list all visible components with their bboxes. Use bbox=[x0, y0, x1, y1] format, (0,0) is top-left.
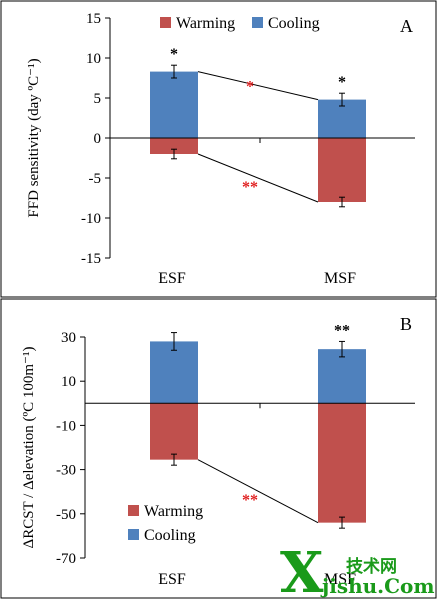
y-tick-label: -70 bbox=[56, 551, 76, 567]
y-tick-label: -50 bbox=[56, 507, 76, 523]
y-tick-label: 10 bbox=[61, 374, 76, 390]
y-axis-label: ΔRCST / Δelevation (ºC 100m⁻¹) bbox=[21, 347, 37, 549]
legend-label-cooling: Cooling bbox=[144, 527, 196, 544]
category-label: MSF bbox=[324, 571, 356, 588]
panel-label: B bbox=[400, 314, 412, 334]
y-tick-label: 0 bbox=[94, 131, 102, 147]
watermark-bottom: jishu.Com bbox=[320, 574, 435, 598]
legend-swatch-warming bbox=[128, 505, 139, 516]
category-label: ESF bbox=[158, 270, 186, 287]
bar-significance: * bbox=[338, 74, 346, 91]
bar-significance: ** bbox=[334, 322, 350, 339]
bar-warming-msf bbox=[318, 138, 366, 202]
y-tick-label: -10 bbox=[56, 418, 76, 434]
comparison-significance: ** bbox=[242, 179, 258, 196]
watermark-x: X bbox=[280, 540, 324, 600]
bar-cooling-msf bbox=[318, 349, 366, 404]
bar-warming-esf bbox=[150, 403, 198, 460]
y-axis-label: FFD sensitivity (day ºC⁻¹) bbox=[26, 58, 42, 217]
comparison-line-warming bbox=[197, 459, 319, 524]
y-tick-label: 5 bbox=[94, 91, 102, 107]
y-tick-label: 30 bbox=[61, 330, 76, 346]
legend-label-warming: Warming bbox=[176, 15, 235, 32]
legend-label-cooling: Cooling bbox=[268, 15, 320, 32]
watermark: X 技术网 jishu.Com bbox=[280, 540, 435, 600]
comparison-line-warming bbox=[197, 153, 319, 203]
y-tick-label: -15 bbox=[81, 251, 101, 267]
y-tick-label: -30 bbox=[56, 463, 76, 479]
comparison-significance: * bbox=[246, 79, 254, 96]
category-label: MSF bbox=[324, 270, 356, 287]
panel-a-frame bbox=[0, 0, 437, 298]
bar-cooling-esf bbox=[150, 341, 198, 404]
bar-cooling-esf bbox=[150, 71, 198, 138]
legend-swatch-warming bbox=[160, 17, 171, 28]
category-label: ESF bbox=[158, 571, 186, 588]
bar-warming-msf bbox=[318, 403, 366, 523]
legend-swatch-cooling bbox=[128, 529, 139, 540]
y-tick-label: 15 bbox=[86, 11, 101, 27]
chart-panel-b: 30 10 -10 -30 -50 -70 ΔRCST / Δelevation (ºC 1… bbox=[21, 314, 415, 588]
legend-label-warming: Warming bbox=[144, 503, 203, 520]
watermark-top: 技术网 bbox=[346, 556, 397, 577]
panel-label: A bbox=[400, 16, 413, 36]
chart-panel-a: 15 10 5 0 -5 -10 -15 FFD sensitivity (day ºC⁻¹)… bbox=[26, 11, 415, 287]
bar-warming-esf bbox=[150, 138, 198, 154]
y-tick-label: -5 bbox=[89, 171, 102, 187]
bar-significance: * bbox=[170, 46, 178, 63]
y-tick-label: 10 bbox=[86, 51, 101, 67]
comparison-line-cooling bbox=[197, 71, 319, 101]
y-tick-label: -10 bbox=[81, 211, 101, 227]
comparison-significance: ** bbox=[242, 492, 258, 509]
legend-swatch-cooling bbox=[252, 17, 263, 28]
